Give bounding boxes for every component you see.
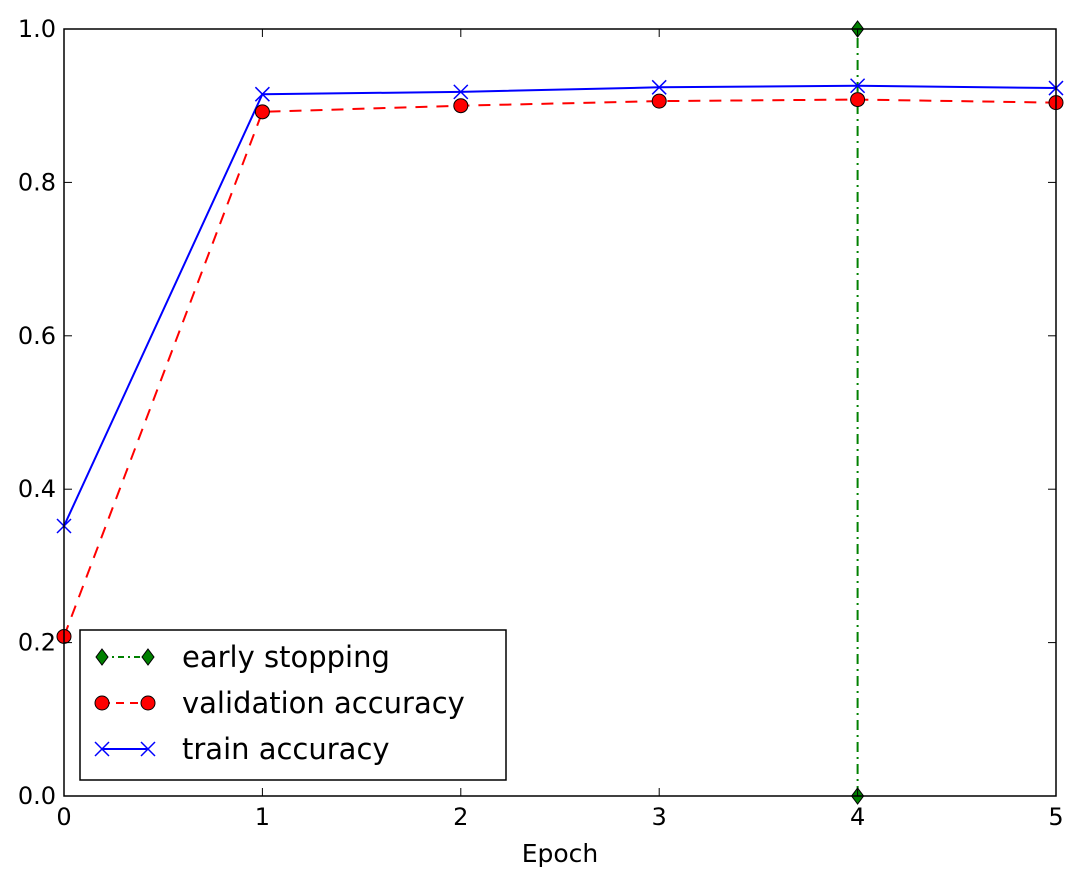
validation-accuracy-marker <box>850 92 866 108</box>
y-tick-label: 0.4 <box>18 475 56 503</box>
legend-train-accuracy-label: train accuracy <box>182 732 390 766</box>
legend-train-accuracy-marker <box>94 741 110 757</box>
train-accuracy-line <box>64 84 1056 527</box>
y-tick-label: 0.6 <box>18 322 56 350</box>
x-axis-label: Epoch <box>522 839 599 868</box>
train-accuracy-marker <box>453 84 469 100</box>
validation-accuracy-marker <box>453 98 469 114</box>
series-group <box>64 29 1056 796</box>
axes-frame <box>63 28 1057 797</box>
legend-train-accuracy-marker <box>140 741 156 757</box>
validation-accuracy-marker <box>651 93 667 109</box>
y-tick-label: 1.0 <box>18 15 56 43</box>
x-tick-label: 4 <box>850 803 865 831</box>
legend-early-stopping-label: early stopping <box>182 640 390 674</box>
x-tick-label: 2 <box>453 803 468 831</box>
validation-accuracy-marker <box>254 104 270 120</box>
legend-early-stopping-marker <box>141 648 155 666</box>
axes: 0 1 2 3 4 5 0.0 0.2 0.4 0.6 0.8 1.0 <box>18 15 1064 831</box>
x-tick-label: 5 <box>1048 803 1063 831</box>
train-accuracy-marker <box>651 79 667 95</box>
y-tick-label: 0.0 <box>18 782 56 810</box>
legend: early stopping validation accuracy train a… <box>79 629 507 781</box>
legend-validation-accuracy-marker <box>140 695 156 711</box>
y-tick-label: 0.2 <box>18 629 56 657</box>
validation-accuracy-line <box>64 98 1056 637</box>
legend-validation-accuracy-label: validation accuracy <box>182 686 465 720</box>
legend-validation-accuracy-marker <box>94 695 110 711</box>
train-accuracy-marker <box>254 86 270 102</box>
x-tick-label: 0 <box>56 803 71 831</box>
train-accuracy-marker <box>850 78 866 94</box>
x-tick-label: 1 <box>255 803 270 831</box>
legend-early-stopping-marker <box>95 648 109 666</box>
y-tick-label: 0.8 <box>18 168 56 196</box>
x-tick-label: 3 <box>652 803 667 831</box>
